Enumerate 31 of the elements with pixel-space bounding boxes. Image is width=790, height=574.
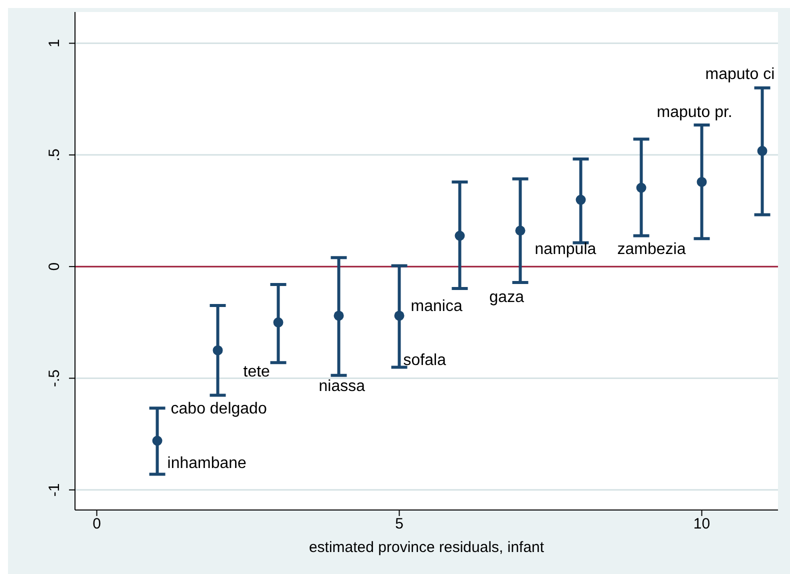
point <box>576 194 586 205</box>
x-tick-label: 10 <box>693 516 710 533</box>
annotation: maputo ci <box>705 66 775 84</box>
point <box>757 146 768 156</box>
annotation: maputo pr. <box>656 104 732 122</box>
x-axis-title: estimated province residuals, infant <box>308 539 545 556</box>
point <box>636 182 646 193</box>
x-tick-label: 0 <box>92 516 101 533</box>
point <box>212 345 223 356</box>
y-tick-label: -.5 <box>46 369 63 387</box>
annotation: nampula <box>534 241 596 258</box>
y-tick-label: -1 <box>46 483 63 497</box>
annotation: cabo delgado <box>170 400 267 418</box>
y-tick-label: 1 <box>46 39 63 48</box>
annotation: tete <box>243 364 270 381</box>
point <box>454 230 465 241</box>
point <box>394 310 404 321</box>
point <box>334 310 344 321</box>
annotation: niassa <box>318 378 366 395</box>
annotation: sofala <box>403 352 446 369</box>
y-tick-label: 0 <box>46 262 63 271</box>
annotation: inhambane <box>167 454 247 472</box>
annotation: zambezia <box>617 240 686 258</box>
annotation: manica <box>410 298 462 315</box>
point <box>515 226 526 236</box>
point <box>273 317 284 328</box>
point <box>152 436 162 446</box>
annotation: gaza <box>489 288 524 306</box>
point <box>696 176 707 187</box>
y-tick-label: .5 <box>46 148 63 162</box>
x-tick-label: 5 <box>395 516 404 533</box>
